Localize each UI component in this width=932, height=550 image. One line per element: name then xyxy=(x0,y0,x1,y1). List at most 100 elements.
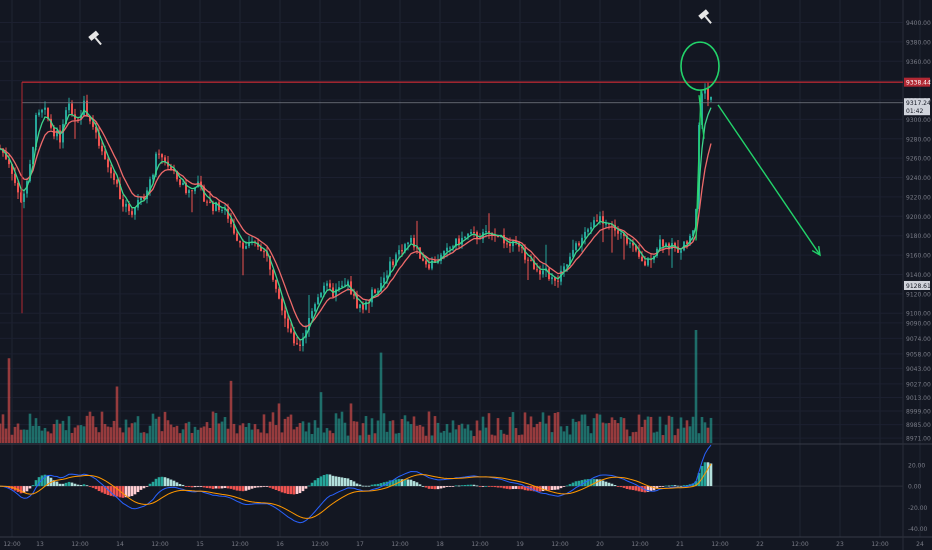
hammer-handle xyxy=(704,15,712,24)
volume-bar xyxy=(556,412,560,443)
hammer-icon[interactable] xyxy=(698,9,715,26)
volume-bar xyxy=(364,416,368,443)
volume-bar xyxy=(457,425,461,443)
volume-bar xyxy=(130,423,134,443)
volume-bar xyxy=(568,434,572,443)
volume-bar xyxy=(226,428,230,443)
macd-histogram-bar xyxy=(427,486,431,489)
volume-bar xyxy=(61,420,65,443)
macd-histogram-bar xyxy=(187,486,191,487)
volume-bar xyxy=(697,433,701,443)
price-tick-label: 9240.00 xyxy=(906,175,931,182)
volume-bar xyxy=(55,419,59,443)
volume-bar xyxy=(475,420,479,443)
macd-histogram-bar xyxy=(160,476,164,487)
candle-body xyxy=(59,130,61,143)
annotation-arrow-head[interactable] xyxy=(811,246,821,257)
macd-histogram-bar xyxy=(613,485,617,487)
volume-bar xyxy=(331,433,335,443)
time-tick-label: 12:00 xyxy=(551,541,568,548)
macd-histogram-bar xyxy=(466,484,470,487)
price-tick-label: 9300.00 xyxy=(906,117,931,124)
volume-bar xyxy=(397,432,401,443)
macd-histogram-bar xyxy=(91,486,95,488)
candle-body xyxy=(404,244,406,252)
volume-bar xyxy=(448,432,452,443)
macd-histogram-bar xyxy=(625,486,629,490)
price-tick-label: 9200.00 xyxy=(906,214,931,221)
volume-bar xyxy=(541,412,545,443)
candle-body xyxy=(269,255,271,270)
candle-body xyxy=(557,280,559,282)
price-tick-label: 9180.00 xyxy=(906,233,931,240)
candle-body xyxy=(488,231,490,233)
macd-histogram-bar xyxy=(475,485,479,487)
time-axis[interactable]: 12:00 13 12:00 14 12:00 15 12:00 16 12:00 17 12:00… xyxy=(3,541,924,548)
macd-histogram-bar xyxy=(106,486,110,496)
macd-histogram-bar xyxy=(16,486,20,492)
horizontal-levels[interactable] xyxy=(21,81,903,314)
volume-bar xyxy=(706,427,710,443)
candle-body xyxy=(329,283,331,288)
annotation-spike-line[interactable] xyxy=(695,90,702,241)
time-tick-label: 23 xyxy=(836,541,844,548)
price-axis[interactable]: 9400.009380.009360.009340.009320.009300.… xyxy=(904,20,931,533)
candle-body xyxy=(221,209,223,211)
macd-histogram-bar xyxy=(472,484,476,487)
annotation-arrow-line[interactable] xyxy=(717,104,821,256)
price-tick-label: 9090.00 xyxy=(906,320,931,327)
volume-bar xyxy=(385,431,389,443)
volume-bar xyxy=(382,413,386,443)
macd-histogram-bar xyxy=(76,484,80,487)
macd-histogram-bar xyxy=(199,486,203,487)
candle-body xyxy=(608,223,610,225)
price-tick-label: 9140.00 xyxy=(906,272,931,279)
volume-bar xyxy=(616,423,620,443)
volume-bar xyxy=(370,418,374,443)
volume-bar xyxy=(112,420,116,443)
volume-bar xyxy=(304,431,308,443)
volume-bar xyxy=(127,427,131,443)
candle-body xyxy=(272,269,274,280)
volume-bar xyxy=(91,416,95,443)
macd-histogram-bar xyxy=(259,486,263,488)
candle-body xyxy=(449,247,451,249)
macd-histogram-bar xyxy=(94,486,98,490)
macd-histogram-bar xyxy=(124,486,128,498)
macd-histogram-bar xyxy=(22,486,26,493)
candle-body xyxy=(464,236,466,238)
macd-histogram-bar xyxy=(268,486,272,488)
macd-histogram-bar xyxy=(82,484,86,487)
candle-body xyxy=(320,292,322,298)
macd-histogram-bar xyxy=(73,483,77,487)
macd-histogram-bar xyxy=(133,486,137,495)
volume-bar xyxy=(679,417,683,443)
candle-body xyxy=(674,243,676,247)
macd-histogram-bar xyxy=(205,486,209,489)
volume-bar xyxy=(0,423,2,443)
macd-histogram-bar xyxy=(244,486,248,491)
hammer-icon[interactable] xyxy=(88,30,105,48)
candle-body xyxy=(146,190,148,200)
volume-bar xyxy=(499,429,503,443)
drawing-annotations[interactable] xyxy=(88,9,821,257)
candle-body xyxy=(566,264,568,267)
candle-body xyxy=(443,251,445,255)
price-tick-label: 9220.00 xyxy=(906,194,931,201)
ema-fast-line xyxy=(0,107,712,341)
macd-histogram-bar xyxy=(361,485,365,487)
macd-histogram-bar xyxy=(61,483,65,487)
candle-body xyxy=(335,289,337,297)
candle-body xyxy=(248,242,250,247)
macd-histogram-bar xyxy=(562,486,566,487)
macd-histogram-bar xyxy=(637,486,641,492)
annotation-spike-line[interactable] xyxy=(698,95,705,139)
annotation-circle[interactable] xyxy=(680,41,720,91)
volume-bar xyxy=(523,412,527,443)
time-tick-label: 18 xyxy=(436,541,444,548)
macd-histogram-bar xyxy=(247,486,251,490)
volume-bar xyxy=(250,429,254,443)
macd-histogram-bar xyxy=(64,482,68,487)
volume-bar xyxy=(319,392,323,443)
